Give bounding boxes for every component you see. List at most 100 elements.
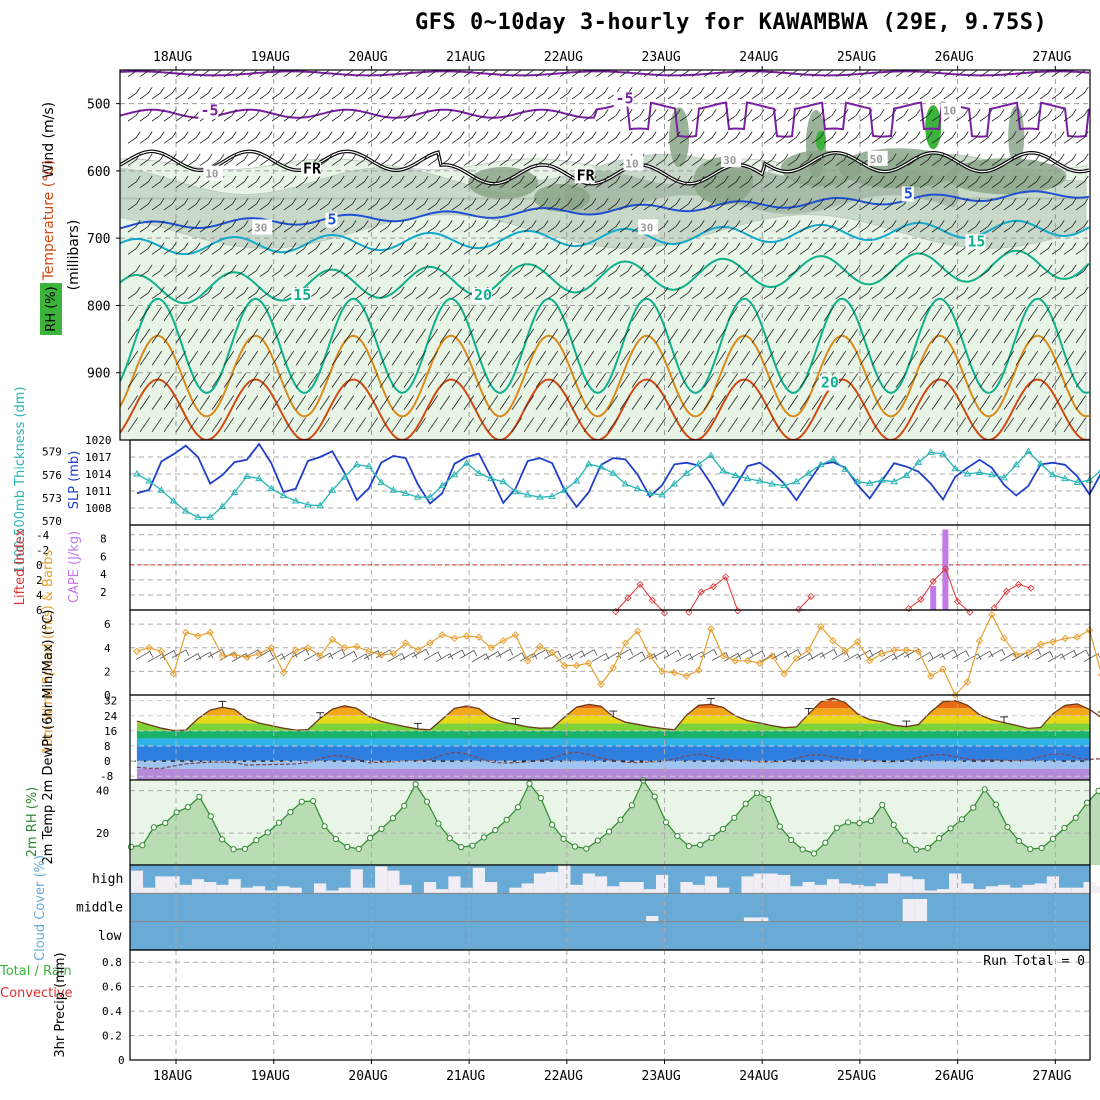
temp-tick-label: 8 — [104, 740, 111, 753]
wind-barb — [283, 264, 297, 277]
wind-speed-marker — [438, 631, 446, 639]
wind-barb — [763, 395, 775, 410]
wind-barb — [607, 306, 619, 322]
wind-barb — [1003, 197, 1017, 211]
wind-barb — [439, 395, 451, 410]
wind-barb — [691, 220, 705, 233]
wind-barb — [811, 153, 825, 166]
cape-tick-label: 6 — [100, 550, 107, 563]
li-marker — [941, 565, 949, 573]
wind-barb — [163, 264, 177, 277]
wind-barb — [1075, 373, 1087, 388]
wind-barb — [127, 286, 141, 300]
wind-barb — [415, 131, 429, 144]
wind-barb — [547, 350, 559, 366]
wind-barb — [691, 306, 703, 322]
wind-barb — [271, 153, 285, 166]
wind-barb — [511, 70, 522, 78]
wind-barb — [931, 175, 945, 189]
wind-barb — [667, 286, 681, 300]
wind-barb — [307, 242, 321, 255]
wind-barb — [715, 328, 727, 344]
wind-barb — [667, 70, 678, 78]
pressure-tick-label: 700 — [87, 232, 110, 247]
wind-speed-marker — [975, 636, 984, 645]
rh-marker — [1061, 824, 1068, 832]
wind-barb — [895, 395, 907, 410]
thickness-marker — [829, 455, 837, 462]
wind-barb — [883, 86, 897, 100]
wind-speed-marker — [731, 657, 740, 665]
wind-barb — [883, 175, 897, 189]
wind-barb — [919, 417, 931, 433]
wind-barb — [523, 220, 537, 233]
rh-marker — [651, 793, 658, 800]
wind-barb — [619, 242, 633, 255]
wind-barb — [415, 242, 429, 255]
wind-barb — [607, 197, 621, 211]
rh-marker — [253, 837, 260, 844]
rh-marker — [708, 834, 715, 841]
wind-barb — [247, 328, 259, 344]
wind-barb — [547, 153, 561, 166]
wind-barb — [475, 350, 487, 366]
wind-barb — [139, 220, 153, 233]
wind-barb — [247, 286, 261, 300]
wind-barb — [1063, 242, 1077, 255]
rh-marker — [412, 781, 419, 788]
wind-barb — [751, 220, 765, 233]
wind-barb — [199, 220, 213, 233]
precip-tick-label: 0.8 — [102, 956, 122, 969]
wind-barb — [703, 395, 715, 410]
wind-barb — [151, 373, 163, 388]
rh-marker — [606, 828, 613, 835]
cloud-high-bar — [460, 887, 473, 894]
wind-barb — [607, 70, 618, 78]
wind-barb — [1027, 350, 1039, 366]
rh-marker — [1038, 844, 1045, 852]
wind-barb — [643, 306, 655, 322]
cloud-high-bar — [814, 884, 827, 894]
wind-barb — [331, 242, 345, 255]
rh-marker — [913, 846, 920, 853]
wind-barb — [391, 197, 405, 211]
wind-barb — [1039, 86, 1053, 100]
wind-barb — [403, 109, 417, 122]
wind-barb — [499, 242, 513, 255]
cloud-high-bar — [350, 869, 363, 894]
wind-barb — [439, 86, 453, 100]
wind-speed-marker — [670, 668, 678, 677]
wind-barb — [895, 86, 909, 100]
wind-barb — [691, 373, 703, 388]
wind-barb — [787, 350, 799, 366]
wind-barb — [535, 197, 549, 211]
wind-barb — [811, 86, 825, 100]
wind-barb — [991, 175, 1005, 189]
wind-barb — [379, 264, 393, 277]
wind-barb — [367, 350, 379, 366]
wind-barb — [919, 264, 933, 277]
wind-barb — [355, 109, 369, 122]
wind-barb — [151, 306, 163, 322]
wind-barb-10m — [303, 652, 322, 662]
thickness-marker — [291, 497, 300, 504]
wind-barb — [643, 153, 657, 166]
cloud-high-bar — [521, 883, 534, 894]
wind-barb — [1003, 395, 1015, 410]
wind-barb — [235, 417, 247, 433]
li-line — [908, 567, 971, 613]
wind-barb — [571, 220, 585, 233]
wind-barb — [319, 131, 333, 144]
wind-barb — [835, 220, 849, 233]
thickness-marker — [658, 490, 666, 498]
wind-barb — [895, 220, 909, 233]
wind-barb — [187, 395, 199, 410]
wind-barb — [523, 109, 537, 122]
precip-total-label: Total / Rain — [0, 964, 72, 979]
wind-barb — [727, 242, 741, 255]
wind-barb-10m — [267, 653, 286, 663]
wind-barb — [775, 86, 789, 100]
precip-tick-label: 0.6 — [102, 981, 122, 994]
wind-barb — [319, 109, 333, 122]
wind-barb — [355, 373, 367, 388]
